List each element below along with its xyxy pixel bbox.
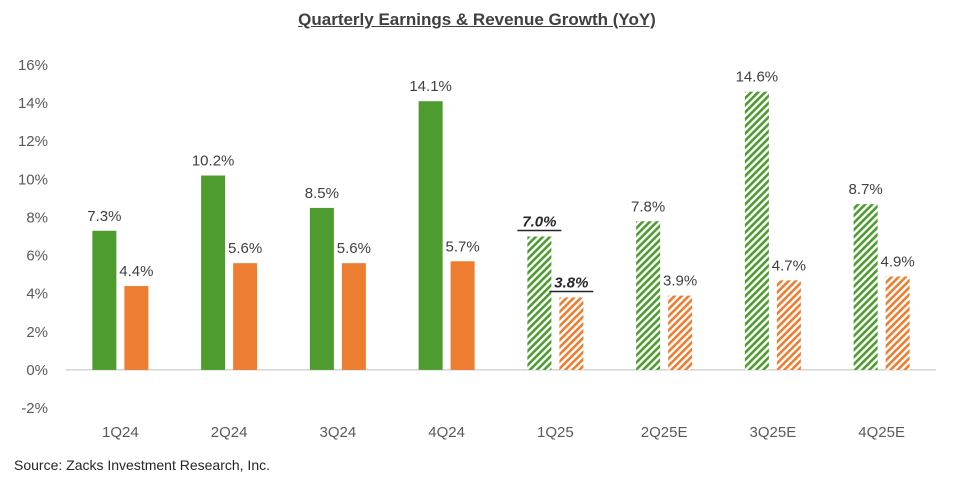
revenue-growth-bar <box>341 263 366 370</box>
revenue-growth-bar <box>668 295 693 370</box>
earnings-growth-bar <box>309 207 334 370</box>
y-tick-label: 14% <box>18 95 48 112</box>
earnings-growth-label: 14.1% <box>409 78 452 95</box>
earnings-growth-bar <box>636 221 661 370</box>
x-tick-label: 2Q24 <box>211 424 248 441</box>
revenue-growth-bar <box>885 276 910 370</box>
x-axis: 1Q24 2Q24 3Q24 4Q24 1Q25 2Q25E 3Q25E 4Q25E <box>102 424 905 441</box>
revenue-growth-bar <box>124 286 149 370</box>
revenue-growth-label: 4.9% <box>881 254 915 271</box>
earnings-growth-bar <box>92 230 117 370</box>
revenue-growth-bar <box>776 280 801 370</box>
revenue-growth-label: 4.4% <box>119 263 153 280</box>
y-tick-label: 10% <box>18 171 48 188</box>
revenue-growth-label: 5.6% <box>337 240 371 257</box>
earnings-growth-bar <box>201 175 226 370</box>
y-tick-label: 4% <box>26 286 48 303</box>
y-tick-label: 12% <box>18 133 48 150</box>
x-tick-label: 3Q24 <box>320 424 357 441</box>
revenue-growth-bar <box>233 263 258 370</box>
x-tick-label: 3Q25E <box>750 424 797 441</box>
x-tick-label: 1Q24 <box>102 424 139 441</box>
y-tick-label: 0% <box>26 362 48 379</box>
earnings-growth-label: 7.8% <box>631 198 665 215</box>
y-tick-label: 16% <box>18 57 48 74</box>
revenue-growth-label: 5.6% <box>228 240 262 257</box>
earnings-growth-label: 8.7% <box>849 181 883 198</box>
earnings-growth-bar <box>744 91 769 370</box>
earnings-growth-bar <box>418 101 443 370</box>
y-tick-label: 8% <box>26 209 48 226</box>
revenue-growth-label: 3.8% <box>554 274 588 291</box>
earnings-growth-label: 10.2% <box>192 153 235 170</box>
bars: 7.3% 4.4% 10.2% 5.6% 8.5% 5.6% 14.1% 5.7% 7.0% 3.… <box>87 69 915 370</box>
x-tick-label: 1Q25 <box>537 424 574 441</box>
y-axis: -2% 0% 2% 4% 6% 8% 10% 12% 14% 16% <box>18 57 936 417</box>
revenue-growth-label: 4.7% <box>772 257 806 274</box>
earnings-growth-bar <box>527 236 552 370</box>
earnings-growth-label: 7.3% <box>87 208 121 225</box>
revenue-growth-bar <box>450 261 475 370</box>
y-tick-label: 2% <box>26 324 48 341</box>
earnings-growth-bar <box>853 204 878 370</box>
revenue-growth-label: 5.7% <box>446 238 480 255</box>
x-tick-label: 2Q25E <box>641 424 688 441</box>
earnings-growth-label: 7.0% <box>522 214 556 231</box>
revenue-growth-bar <box>559 297 584 370</box>
y-tick-label: -2% <box>21 400 48 417</box>
chart-title: Quarterly Earnings & Revenue Growth (YoY… <box>298 10 656 29</box>
earnings-growth-label: 14.6% <box>736 69 779 86</box>
x-tick-label: 4Q25E <box>858 424 905 441</box>
source-note: Source: Zacks Investment Research, Inc. <box>14 457 270 473</box>
y-tick-label: 6% <box>26 248 48 265</box>
revenue-growth-label: 3.9% <box>663 273 697 290</box>
earnings-growth-label: 8.5% <box>305 185 339 202</box>
x-tick-label: 4Q24 <box>428 424 465 441</box>
